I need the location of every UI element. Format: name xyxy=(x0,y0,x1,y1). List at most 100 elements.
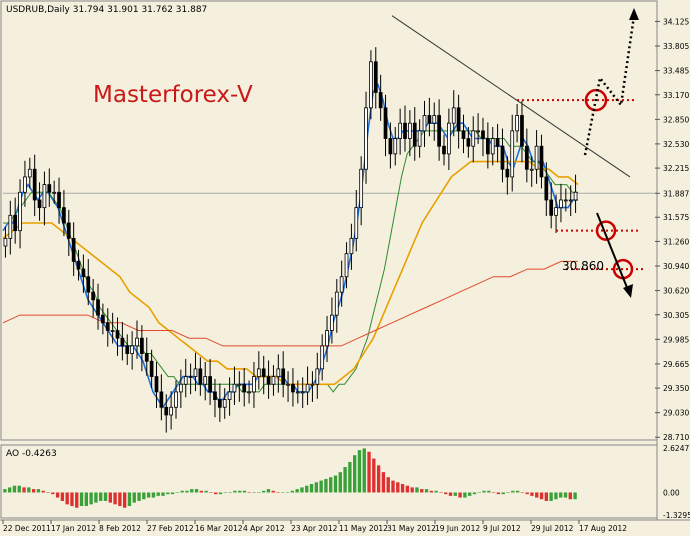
ao-bar xyxy=(343,467,347,493)
candle-body xyxy=(305,383,310,393)
ao-bar xyxy=(424,489,429,493)
candle-body xyxy=(388,138,393,155)
candle-body xyxy=(222,399,227,408)
ao-bar xyxy=(554,492,558,500)
ao-bar xyxy=(103,492,108,501)
candle-body xyxy=(291,383,295,393)
ao-bar xyxy=(166,492,170,495)
candle-body xyxy=(193,368,198,377)
candle-body xyxy=(427,115,432,124)
ao-bar xyxy=(209,492,213,493)
y-tick-label: 34.125 xyxy=(663,17,689,26)
ao-bar xyxy=(295,489,299,493)
ao-bar xyxy=(463,492,467,498)
ao-bar xyxy=(261,490,266,493)
ao-bar xyxy=(27,487,31,493)
candle-body xyxy=(23,176,27,193)
candle-body xyxy=(417,130,422,147)
ao-bar xyxy=(194,489,199,493)
symbol-info: USDRUB,Daily 31.794 31.901 31.762 31.887 xyxy=(6,5,207,15)
series-line-ma-slow xyxy=(2,160,579,386)
candle-body xyxy=(524,145,529,170)
candle-body xyxy=(217,399,222,408)
ao-bar xyxy=(444,492,448,495)
candle-body xyxy=(178,383,183,393)
ao-bar xyxy=(190,489,194,493)
candle-body xyxy=(500,145,505,170)
ao-y-tick-label: 2.6247 xyxy=(663,444,689,453)
x-tick-label: 17 Aug 2012 xyxy=(579,524,627,533)
ao-bar xyxy=(429,490,434,493)
y-tick-label: 31.887 xyxy=(663,189,689,198)
x-tick-label: 23 Apr 2012 xyxy=(291,524,338,533)
candle-body xyxy=(364,107,368,170)
ao-bar xyxy=(180,490,184,493)
ao-bar xyxy=(51,492,55,495)
ao-bar xyxy=(352,455,357,493)
candle-body xyxy=(529,168,534,171)
ao-bar xyxy=(84,492,89,507)
x-tick-label: 4 Apr 2012 xyxy=(243,524,285,533)
ao-bar xyxy=(252,492,256,493)
ao-bar xyxy=(549,492,553,501)
y-tick-label: 30.305 xyxy=(663,311,689,320)
candle-body xyxy=(354,207,359,239)
ao-bar xyxy=(539,492,544,500)
watermark-title: Masterforex-V xyxy=(93,82,253,108)
candle-body xyxy=(339,276,344,293)
candle-body xyxy=(91,291,96,301)
ao-bar xyxy=(218,492,223,495)
ao-bar xyxy=(89,492,93,505)
y-tick-label: 29.985 xyxy=(663,335,689,344)
ao-bar xyxy=(65,492,69,505)
candle-body xyxy=(320,345,325,370)
candle-body xyxy=(447,122,451,155)
candle-body xyxy=(310,383,315,386)
candle-body xyxy=(422,115,427,132)
candle-body xyxy=(544,176,549,201)
ao-bar xyxy=(127,492,132,507)
ao-bar xyxy=(376,465,381,493)
candle-body xyxy=(52,191,57,194)
ao-bar xyxy=(142,492,146,500)
candle-body xyxy=(295,391,300,394)
ao-bar xyxy=(410,487,414,493)
candle-body xyxy=(344,253,349,278)
ao-bar xyxy=(17,485,21,493)
ao-bar xyxy=(161,492,165,496)
y-tick-label: 29.350 xyxy=(663,384,689,393)
candle-body xyxy=(378,92,383,109)
ao-bar xyxy=(506,492,510,493)
candle-body xyxy=(515,115,519,132)
candle-body xyxy=(568,199,573,202)
ao-bar xyxy=(281,492,285,493)
y-tick-label: 31.260 xyxy=(663,237,689,246)
candle-body xyxy=(495,138,500,147)
x-tick-label: 22 Dec 2011 xyxy=(3,524,51,533)
bullish-arrow-head xyxy=(629,8,639,20)
ao-bar xyxy=(434,490,438,493)
ao-bar xyxy=(41,490,45,493)
ao-bar xyxy=(122,492,127,508)
ao-bar xyxy=(515,490,520,493)
ao-bar xyxy=(439,492,443,493)
candle-body xyxy=(315,368,320,385)
candle-body xyxy=(300,391,305,394)
y-tick-label: 29.665 xyxy=(663,360,689,369)
candle-body xyxy=(281,368,286,385)
y-tick-label: 33.485 xyxy=(663,67,689,76)
ao-bar xyxy=(214,492,218,495)
x-tick-label: 9 Jul 2012 xyxy=(483,524,521,533)
candle-body xyxy=(13,214,18,232)
candle-body xyxy=(232,383,237,393)
candle-body xyxy=(252,376,256,393)
ao-bar xyxy=(386,477,390,493)
ao-bar xyxy=(525,492,529,495)
candle-body xyxy=(554,207,558,216)
candle-body xyxy=(140,337,144,354)
candle-body xyxy=(408,122,412,139)
y-tick-label: 33.805 xyxy=(663,42,689,51)
candle-body xyxy=(359,168,364,209)
ao-bar xyxy=(348,461,352,493)
